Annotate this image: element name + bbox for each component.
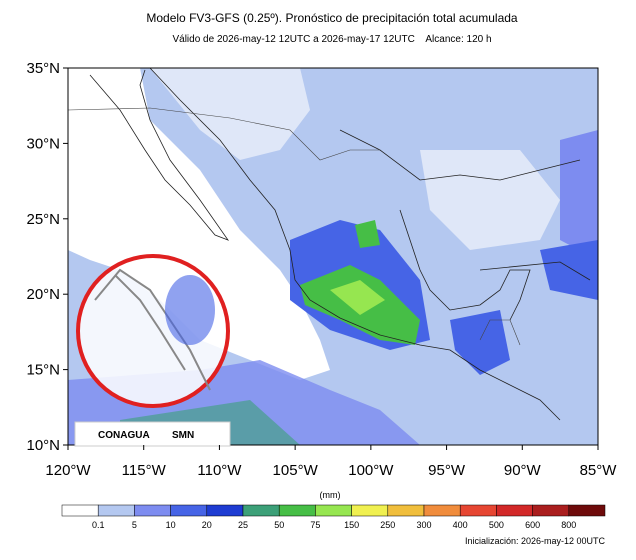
logo-text: CONAGUA [98,430,150,441]
lat-label: 15°N [26,362,60,379]
colorbar-swatch [278,504,316,517]
title: Modelo FV3-GFS (0.25º). Pronóstico de pr… [146,11,518,25]
colorbar-swatch [387,504,425,517]
lon-label: 120°W [45,462,91,479]
colorbar-swatch [61,504,99,517]
lon-label: 110°W [197,462,242,479]
colorbar-label: 800 [561,520,576,530]
lon-label: 95°W [428,462,466,479]
colorbar-label: 75 [310,520,320,530]
lat-label: 10°N [26,437,60,454]
colorbar-swatch [315,504,352,517]
colorbar-swatch [206,504,244,517]
lon-label: 105°W [273,462,319,479]
init-time: Inicialización: 2026-may-12 00UTC [465,536,606,546]
colorbar-label: 600 [525,520,540,530]
lon-label: 90°W [504,462,542,479]
colorbar-swatch [242,504,280,517]
colorbar-label: 300 [416,520,431,530]
colorbar-swatch [351,504,389,517]
colorbar-swatch [532,504,570,517]
colorbar-swatch [496,504,533,517]
colorbar-label: 400 [453,520,468,530]
colorbar-label: 25 [238,520,248,530]
logo-text: SMN [172,430,194,441]
lon-label: 85°W [580,462,618,479]
lat-label: 35°N [26,60,60,77]
axes: 35°N 30°N 25°N 20°N 15°N 10°N 120°W 115°W 110°W 1… [26,60,617,479]
colorbar-label: 0.1 [92,520,105,530]
colorbar-swatch [134,504,171,517]
colorbar-swatch [459,504,497,517]
colorbar-label: 250 [380,520,395,530]
colorbar-swatch [423,504,461,517]
lat-label: 20°N [26,286,60,303]
lon-label: 115°W [122,462,167,479]
colorbar-swatch [568,504,606,517]
colorbar-label: 500 [489,520,504,530]
colorbar-unit: (mm) [320,490,341,500]
colorbar-label: 5 [132,520,137,530]
colorbar: 0.1 5 10 20 25 50 75 150 250 300 400 500 600 800 [61,504,606,530]
subtitle: Válido de 2026-may-12 12UTC a 2026-may-1… [172,34,491,45]
colorbar-swatch [170,504,208,517]
lat-label: 25°N [26,211,60,228]
colorbar-label: 10 [166,520,176,530]
lon-label: 100°W [348,462,394,479]
colorbar-swatch [97,504,135,517]
lat-label: 30°N [26,135,60,152]
map: CONAGUA SMN [67,67,599,447]
colorbar-label: 20 [202,520,212,530]
colorbar-label: 50 [274,520,284,530]
colorbar-label: 150 [344,520,359,530]
